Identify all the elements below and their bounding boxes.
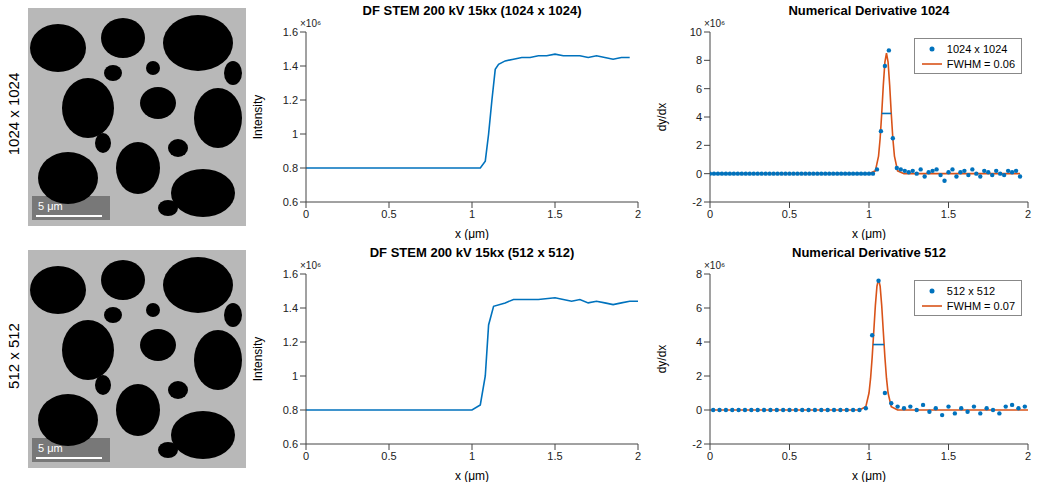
html-text:1024 x 1024: 1024 x 1024 bbox=[4, 72, 22, 156]
svg-text:x (μm): x (μm) bbox=[455, 227, 489, 240]
svg-text:1: 1 bbox=[292, 370, 298, 382]
svg-text:6: 6 bbox=[696, 302, 702, 314]
svg-text:0.6: 0.6 bbox=[283, 196, 298, 208]
svg-text:1: 1 bbox=[866, 450, 872, 462]
svg-text:1.4: 1.4 bbox=[283, 302, 298, 314]
svg-text:1.6: 1.6 bbox=[283, 268, 298, 280]
svg-text:0.5: 0.5 bbox=[782, 208, 797, 220]
svg-text:1: 1 bbox=[292, 128, 298, 140]
svg-text:4: 4 bbox=[696, 111, 702, 123]
svg-text:0.6: 0.6 bbox=[283, 438, 298, 450]
svg-text:2: 2 bbox=[635, 450, 641, 462]
html-text:Numerical Derivative 512: Numerical Derivative 512 bbox=[792, 245, 946, 260]
svg-text:6: 6 bbox=[696, 83, 702, 95]
html-text:512 x 512: 512 x 512 bbox=[946, 284, 996, 297]
svg-text:Intensity: Intensity bbox=[252, 337, 265, 382]
svg-text:x (μm): x (μm) bbox=[455, 469, 489, 482]
svg-text:0.5: 0.5 bbox=[381, 450, 396, 462]
svg-text:2: 2 bbox=[1025, 450, 1031, 462]
svg-text:1: 1 bbox=[469, 208, 475, 220]
html-text:DF STEM 200 kV 15kx (512 x 512: DF STEM 200 kV 15kx (512 x 512) bbox=[369, 245, 575, 260]
html-text:×10⁶: ×10⁶ bbox=[300, 260, 322, 271]
svg-text:0.8: 0.8 bbox=[283, 404, 298, 416]
svg-text:1: 1 bbox=[866, 208, 872, 220]
svg-text:0.5: 0.5 bbox=[381, 208, 396, 220]
svg-text:1.5: 1.5 bbox=[547, 208, 562, 220]
svg-text:2: 2 bbox=[635, 208, 641, 220]
svg-text:2: 2 bbox=[696, 370, 702, 382]
html-text:1024 x 1024: 1024 x 1024 bbox=[946, 42, 1008, 55]
svg-text:0.5: 0.5 bbox=[782, 450, 797, 462]
svg-text:5 μm: 5 μm bbox=[38, 200, 63, 212]
svg-text:-2: -2 bbox=[692, 438, 702, 450]
svg-text:1.2: 1.2 bbox=[283, 94, 298, 106]
html-text:FWHM = 0.07: FWHM = 0.07 bbox=[946, 299, 1015, 312]
svg-text:0: 0 bbox=[696, 168, 702, 180]
html-text:×10⁶: ×10⁶ bbox=[300, 18, 322, 29]
svg-text:5 μm: 5 μm bbox=[38, 442, 63, 454]
html-text:Numerical Derivative 1024: Numerical Derivative 1024 bbox=[788, 3, 950, 18]
html-text:512 x 512: 512 x 512 bbox=[4, 323, 22, 389]
svg-text:1.5: 1.5 bbox=[941, 450, 956, 462]
html-text:FWHM = 0.06: FWHM = 0.06 bbox=[946, 57, 1015, 70]
svg-text:0: 0 bbox=[707, 208, 713, 220]
svg-text:0: 0 bbox=[303, 450, 309, 462]
svg-text:1.6: 1.6 bbox=[283, 26, 298, 38]
svg-text:0: 0 bbox=[303, 208, 309, 220]
svg-text:1.2: 1.2 bbox=[283, 336, 298, 348]
svg-text:1.4: 1.4 bbox=[283, 60, 298, 72]
svg-text:dy/dx: dy/dx bbox=[656, 345, 669, 374]
svg-text:4: 4 bbox=[696, 336, 702, 348]
svg-text:1.5: 1.5 bbox=[941, 208, 956, 220]
html-text:×10⁶: ×10⁶ bbox=[704, 18, 726, 29]
svg-text:Intensity: Intensity bbox=[252, 95, 265, 140]
svg-text:2: 2 bbox=[696, 139, 702, 151]
svg-text:0.8: 0.8 bbox=[283, 162, 298, 174]
svg-text:1: 1 bbox=[469, 450, 475, 462]
svg-text:-2: -2 bbox=[692, 196, 702, 208]
svg-text:x (μm): x (μm) bbox=[852, 227, 886, 240]
svg-text:0: 0 bbox=[707, 450, 713, 462]
svg-text:10: 10 bbox=[690, 26, 702, 38]
svg-text:dy/dx: dy/dx bbox=[656, 103, 669, 132]
svg-text:8: 8 bbox=[696, 54, 702, 66]
html-text:DF STEM 200 kV 15kx (1024 x 10: DF STEM 200 kV 15kx (1024 x 1024) bbox=[362, 3, 582, 18]
svg-text:8: 8 bbox=[696, 268, 702, 280]
svg-text:1.5: 1.5 bbox=[547, 450, 562, 462]
svg-text:2: 2 bbox=[1025, 208, 1031, 220]
html-text:×10⁶: ×10⁶ bbox=[704, 260, 726, 271]
svg-text:x (μm): x (μm) bbox=[852, 469, 886, 482]
svg-text:0: 0 bbox=[696, 404, 702, 416]
